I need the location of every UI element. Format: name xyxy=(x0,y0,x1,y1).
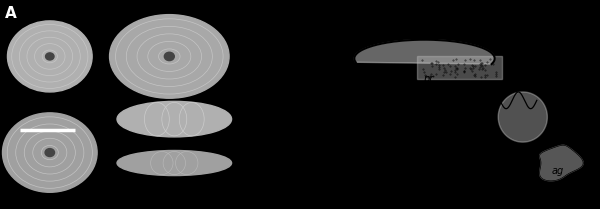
Text: pp: pp xyxy=(302,189,315,199)
Polygon shape xyxy=(539,145,583,181)
Text: ot: ot xyxy=(370,189,380,199)
Text: B: B xyxy=(256,6,268,21)
Ellipse shape xyxy=(7,21,92,92)
Text: sv: sv xyxy=(458,189,469,199)
Ellipse shape xyxy=(117,101,232,137)
Text: vd: vd xyxy=(275,37,287,47)
Polygon shape xyxy=(418,56,502,79)
Ellipse shape xyxy=(110,15,229,98)
Text: sd: sd xyxy=(472,95,483,105)
Ellipse shape xyxy=(117,150,232,176)
Text: vp: vp xyxy=(306,74,318,84)
Text: ng: ng xyxy=(383,12,395,22)
Circle shape xyxy=(45,149,55,157)
Text: A: A xyxy=(5,6,17,21)
Text: pr: pr xyxy=(423,74,433,84)
Text: hp: hp xyxy=(485,116,497,126)
Text: ag: ag xyxy=(552,166,564,176)
Polygon shape xyxy=(498,92,547,142)
Polygon shape xyxy=(355,40,494,64)
Ellipse shape xyxy=(2,113,97,192)
Text: bc: bc xyxy=(338,106,350,116)
Circle shape xyxy=(164,52,175,61)
Circle shape xyxy=(46,53,54,60)
Text: ps: ps xyxy=(275,116,286,126)
Text: od: od xyxy=(562,89,575,99)
